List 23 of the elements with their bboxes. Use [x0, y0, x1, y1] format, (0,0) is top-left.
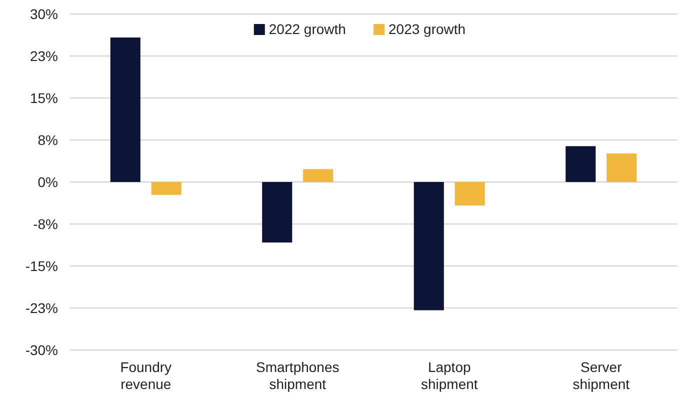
y-tick-label: -15%: [25, 258, 58, 274]
y-tick-label: 23%: [30, 48, 58, 64]
bar: [566, 146, 596, 182]
x-tick-label: Laptop shipment: [420, 359, 478, 392]
y-tick-label: 30%: [30, 6, 58, 22]
y-tick-label: 8%: [38, 132, 58, 148]
bar: [454, 182, 485, 206]
legend-label: 2023 growth: [388, 21, 466, 37]
y-tick-label: -23%: [25, 300, 58, 316]
bar: [606, 153, 637, 182]
legend-label: 2022 growth: [268, 21, 346, 37]
bar: [303, 169, 334, 182]
bar: [262, 182, 292, 242]
x-tick-label: Foundry revenue: [120, 359, 172, 392]
bar: [414, 182, 444, 310]
y-tick-label: -8%: [33, 216, 58, 232]
y-tick-label: 0%: [38, 174, 58, 190]
y-tick-label: -30%: [25, 342, 58, 358]
y-tick-label: 15%: [30, 90, 58, 106]
x-tick-label: Server shipment: [572, 359, 630, 392]
bar: [110, 38, 140, 182]
bar: [151, 182, 182, 195]
x-tick-label: Smartphones shipment: [256, 359, 340, 392]
